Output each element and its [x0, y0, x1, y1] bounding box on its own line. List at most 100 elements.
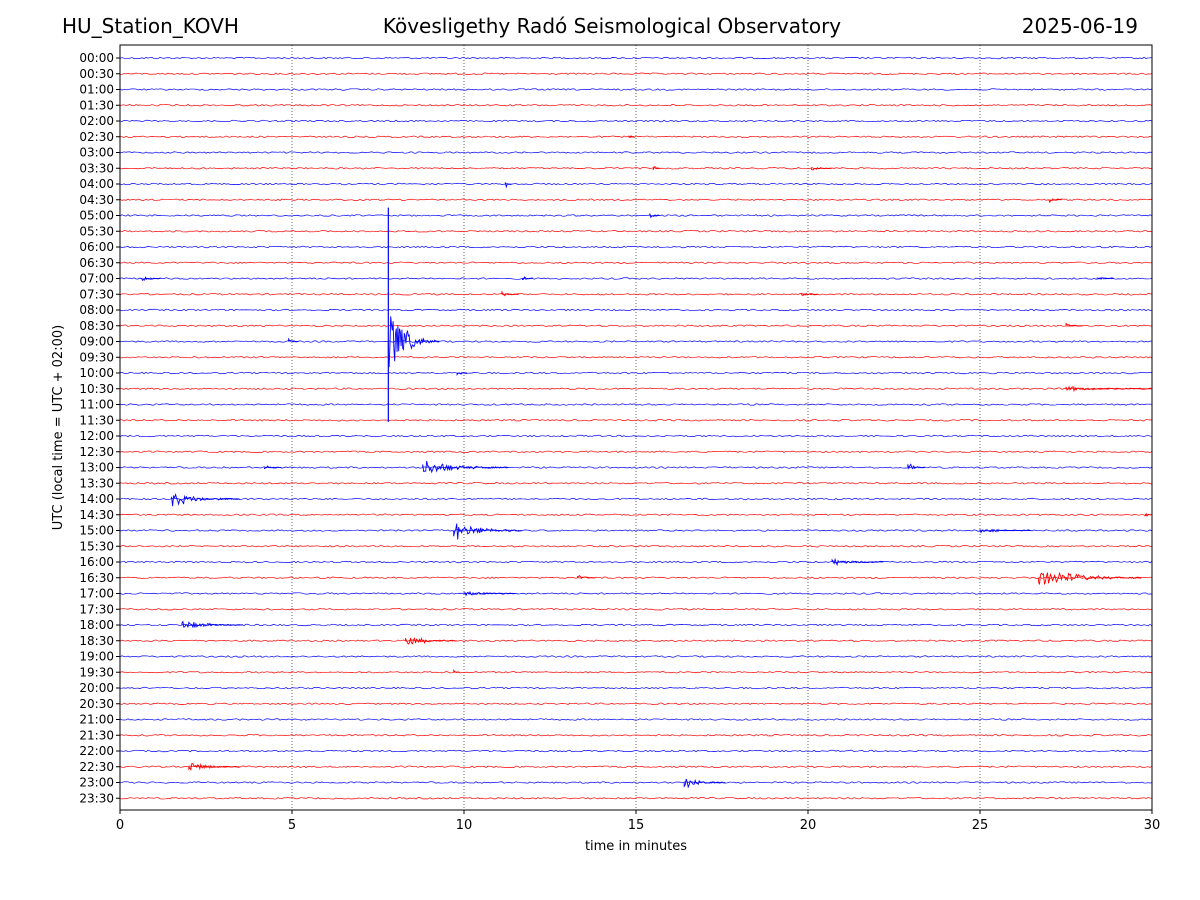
- trace-line-0200: [119, 119, 1153, 123]
- y-tick-label: 23:00: [79, 776, 114, 790]
- trace-line-1000: [119, 371, 1153, 375]
- trace-line-0230: [119, 135, 1153, 138]
- trace-line-0600: [119, 245, 1153, 249]
- event-burst: [453, 523, 522, 540]
- y-tick-label: 18:00: [79, 618, 114, 632]
- trace-line-1900: [119, 655, 1153, 658]
- chart-title: Kövesligethy Radó Seismological Observat…: [382, 14, 842, 38]
- event-burst: [453, 669, 460, 673]
- trace-line-2300: [119, 781, 1153, 784]
- y-axis-label: UTC (local time = UTC + 02:00): [51, 325, 66, 530]
- grid-lines: [291, 45, 981, 810]
- y-tick-label: 11:00: [79, 398, 114, 412]
- event-burst: [1065, 385, 1153, 393]
- trace-line-0330: [119, 167, 1153, 170]
- event-burst: [649, 213, 660, 219]
- y-tick-label: 16:00: [79, 555, 114, 569]
- trace-line-0000: [119, 56, 1153, 60]
- event-burst: [188, 762, 240, 771]
- event-burst: [522, 276, 533, 281]
- trace-line-0530: [119, 230, 1153, 233]
- event-burst: [577, 575, 595, 580]
- y-tick-label: 22:30: [79, 760, 114, 774]
- trace-line-1800: [119, 623, 1153, 627]
- event-burst: [171, 492, 240, 507]
- y-tick-label: 00:00: [79, 51, 114, 65]
- y-tick-label: 21:30: [79, 728, 114, 742]
- y-tick-label: 06:30: [79, 256, 114, 270]
- y-tick-label: 20:30: [79, 697, 114, 711]
- y-tick-label: 03:00: [79, 146, 114, 160]
- trace-line-1930: [119, 671, 1153, 674]
- y-tick-label: 07:00: [79, 272, 114, 286]
- trace-line-2030: [119, 702, 1153, 705]
- y-tick-label: 21:00: [79, 713, 114, 727]
- trace-line-1530: [119, 545, 1153, 548]
- event-burst: [501, 291, 519, 297]
- trace-line-1230: [119, 450, 1153, 453]
- y-tick-label: 06:00: [79, 240, 114, 254]
- event-burst: [628, 135, 635, 138]
- event-burst: [288, 337, 299, 343]
- y-tick-label: 14:30: [79, 508, 114, 522]
- trace-line-1630: [119, 576, 1153, 579]
- trace-line-2200: [119, 749, 1153, 753]
- major-event-coda: [387, 316, 440, 368]
- y-tick-label: 07:30: [79, 287, 114, 301]
- trace-line-0500: [119, 214, 1153, 217]
- y-tick-label: 05:00: [79, 209, 114, 223]
- x-axis-ticks: 0 5 10 15 20 25 30: [116, 810, 1160, 833]
- trace-line-1400: [119, 497, 1153, 501]
- trace-line-0130: [119, 104, 1153, 107]
- y-tick-label: 02:00: [79, 114, 114, 128]
- trace-line-0300: [119, 151, 1153, 154]
- y-tick-label: 01:30: [79, 98, 114, 112]
- trace-line-2330: [119, 797, 1153, 800]
- event-burst: [652, 166, 660, 171]
- event-burst: [907, 463, 925, 470]
- event-burst: [810, 166, 832, 171]
- y-tick-label: 15:00: [79, 524, 114, 538]
- trace-line-0730: [119, 293, 1153, 296]
- trace-line-0630: [119, 261, 1153, 264]
- y-tick-label: 08:00: [79, 303, 114, 317]
- trace-series: [119, 56, 1153, 800]
- x-tick-label: 20: [800, 818, 817, 833]
- event-burst: [504, 182, 512, 189]
- y-tick-label: 10:30: [79, 382, 114, 396]
- event-burst: [456, 372, 468, 377]
- y-tick-label: 14:00: [79, 492, 114, 506]
- y-tick-label: 09:30: [79, 350, 114, 364]
- trace-line-1330: [119, 482, 1153, 485]
- event-burst: [463, 590, 516, 597]
- trace-line-1500: [119, 529, 1153, 532]
- trace-line-0700: [119, 277, 1153, 280]
- x-tick-label: 10: [456, 818, 473, 833]
- y-tick-label: 02:30: [79, 130, 114, 144]
- event-burst: [1144, 512, 1152, 518]
- y-tick-label: 04:00: [79, 177, 114, 191]
- trace-line-1200: [119, 434, 1153, 438]
- x-tick-label: 30: [1144, 818, 1161, 833]
- x-tick-label: 0: [116, 818, 124, 833]
- trace-line-1700: [119, 592, 1153, 595]
- x-axis-label: time in minutes: [585, 839, 687, 854]
- trace-line-1830: [119, 639, 1153, 643]
- trace-line-1030: [119, 387, 1153, 390]
- y-tick-label: 03:30: [79, 161, 114, 175]
- event-burst: [683, 778, 726, 789]
- y-tick-label: 17:00: [79, 587, 114, 601]
- trace-line-1300: [119, 466, 1153, 469]
- y-tick-label: 12:00: [79, 429, 114, 443]
- event-burst: [1048, 198, 1062, 204]
- trace-line-1130: [119, 419, 1153, 422]
- event-burst: [831, 557, 884, 566]
- trace-line-0400: [119, 182, 1153, 186]
- y-tick-label: 00:30: [79, 67, 114, 81]
- event-burst: [1065, 322, 1084, 327]
- event-burst: [1038, 571, 1142, 585]
- trace-line-0800: [119, 308, 1153, 312]
- trace-line-2230: [119, 765, 1153, 768]
- y-tick-label: 16:30: [79, 571, 114, 585]
- y-tick-label: 23:30: [79, 791, 114, 805]
